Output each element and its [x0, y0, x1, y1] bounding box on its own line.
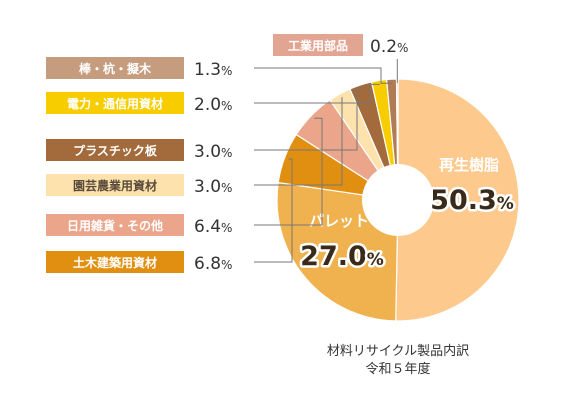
slice-value: 50.3% [430, 185, 514, 216]
callout-label-box [46, 92, 184, 114]
callout-value: 3.0% [194, 177, 232, 197]
caption-line: 令和５年度 [365, 361, 430, 377]
callout-label: 園芸農業用資材 [73, 178, 157, 193]
callout-label-box [46, 214, 184, 236]
callout-leader-line [254, 158, 293, 263]
slice-value: 27.0% [300, 241, 384, 272]
callout-leader-line [254, 117, 323, 226]
slice-name: パレット [309, 212, 369, 230]
slice-label-1: パレット 27.0% [298, 212, 387, 275]
callout-label-box [46, 57, 184, 79]
callout-leader-line [254, 97, 343, 186]
callout-label-box [273, 34, 363, 56]
callout-label: 電力・通信用資材 [67, 96, 163, 111]
caption-line: 材料リサイクル製品内訳 [327, 343, 469, 359]
callout-value: 0.2% [370, 37, 408, 57]
callout-label: 棒・杭・擬木 [79, 61, 152, 76]
pie-center-hole [362, 164, 434, 236]
slice-label-0: 再生樹脂 50.3% [428, 156, 517, 219]
callout-label-box [46, 251, 184, 273]
callout-4: 園芸農業用資材 3.0% [46, 97, 343, 197]
callout-label: 日用雑貨・その他 [67, 218, 163, 233]
slice-name: 再生樹脂 [439, 156, 499, 174]
callout-label: 工業用部品 [288, 38, 348, 53]
callout-6: 電力・通信用資材 2.0% [46, 83, 380, 115]
callout-3: 日用雑貨・その他 6.4% [46, 117, 323, 237]
callout-5: プラスチック板 3.0% [46, 88, 362, 162]
callout-label: 土木建築用資材 [73, 255, 157, 270]
callout-value: 6.4% [194, 217, 232, 237]
callout-leader-line [254, 83, 380, 104]
callout-label-box [46, 139, 184, 161]
callout-value: 2.0% [194, 95, 232, 115]
callout-leader-line [254, 67, 392, 84]
callout-label: プラスチック板 [73, 143, 158, 158]
callout-value: 1.3% [194, 60, 232, 80]
pie-slice-0 [395, 78, 520, 322]
callout-label-box [46, 174, 184, 196]
callout-7: 棒・杭・擬木 1.3% [46, 57, 392, 84]
callout-2: 土木建築用資材 6.8% [46, 158, 293, 274]
callout-value: 6.8% [194, 254, 232, 274]
callout-8: 工業用部品 0.2% [273, 34, 408, 83]
callout-value: 3.0% [194, 142, 232, 162]
callout-leader-line [254, 88, 362, 151]
